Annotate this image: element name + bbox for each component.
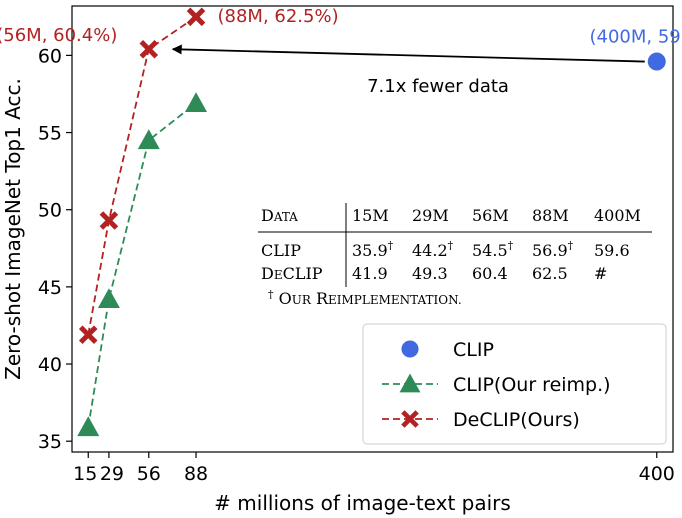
table-header-cell: 88M [532, 206, 569, 225]
series-layer [77, 7, 666, 437]
table-cell: 56.9† [532, 239, 574, 260]
x-tick-label: 56 [137, 463, 161, 485]
legend-marker [399, 373, 421, 393]
table-cell: 35.9† [352, 239, 394, 260]
table-cell: 41.9 [352, 264, 388, 283]
table-row-label: CLIP [261, 241, 301, 260]
series-line [87, 16, 197, 335]
series-2 [78, 7, 206, 344]
point-annotation: (400M, 59.6%) [589, 27, 682, 48]
data-point [77, 416, 100, 437]
legend-marker [401, 410, 419, 428]
data-point [78, 325, 98, 344]
data-point [185, 92, 208, 113]
x-axis: 15 29 56 88 400 [73, 452, 675, 485]
x-axis-label: # millions of image-text pairs [214, 491, 511, 515]
data-point [97, 288, 120, 309]
table-cell: 60.4 [472, 264, 508, 283]
legend-label: DeCLIP(Ours) [453, 409, 580, 431]
annotation-text: 7.1x fewer data [367, 76, 509, 97]
legend: CLIP CLIP(Our reimp.) DeCLIP(Ours) [362, 323, 667, 445]
data-point [647, 52, 666, 71]
data-point [99, 211, 119, 230]
legend-entry: DeCLIP(Ours) [382, 409, 580, 431]
y-tick-label: 50 [38, 200, 62, 222]
table-cell: 59.6 [594, 241, 630, 260]
table-header-cell: 56M [472, 206, 509, 225]
table-cell: 62.5 [532, 264, 568, 283]
x-tick-label: 29 [100, 463, 124, 485]
table-header-cell: 29M [412, 206, 449, 225]
legend-entry: CLIP(Our reimp.) [382, 373, 611, 396]
y-tick-label: 45 [38, 277, 62, 299]
x-tick-label: 400 [639, 463, 675, 485]
legend-label: CLIP [453, 339, 494, 361]
inset-table: DATA 15M 29M 56M 88M 400M CLIP 35.9† 44.2† 54.5† 5… [258, 203, 652, 308]
y-tick-label: 35 [38, 431, 62, 453]
y-tick-label: 40 [38, 354, 62, 376]
legend-marker [401, 340, 419, 358]
table-cell: 49.3 [412, 264, 448, 283]
data-point [137, 129, 160, 150]
legend-label: CLIP(Our reimp.) [453, 374, 611, 396]
annotations: (400M, 59.6%) (56M, 60.4%) (88M, 62.5%) 7.1… [0, 6, 682, 97]
data-point [186, 7, 206, 27]
table-row-label: DECLIP [261, 264, 323, 283]
legend-entry: CLIP [401, 339, 494, 361]
plot-frame [71, 5, 674, 453]
x-tick-label: 15 [73, 463, 97, 485]
point-annotation: (88M, 62.5%) [217, 6, 338, 27]
series-line [87, 102, 197, 428]
series-0 [647, 52, 666, 71]
series-1 [77, 92, 208, 437]
point-annotation: (56M, 60.4%) [0, 25, 117, 46]
table-header-cell: 400M [594, 206, 641, 225]
data-point [139, 39, 159, 59]
table-cell: 44.2† [412, 239, 454, 260]
legend-box [362, 323, 667, 445]
table-header-cell: 15M [352, 206, 389, 225]
table-cell: # [594, 264, 607, 283]
y-axis: 35 40 45 50 55 60 [38, 45, 72, 453]
y-axis-label: Zero-shot ImageNet Top1 Acc. [1, 78, 25, 380]
y-tick-label: 60 [38, 45, 62, 67]
x-tick-label: 88 [184, 463, 208, 485]
table-cell: 54.5† [472, 239, 514, 260]
annotation-arrow [171, 44, 645, 63]
table-header-cell: DATA [261, 206, 298, 225]
table-footnote: † OUR REIMPLEMENTATION. [268, 288, 462, 308]
y-tick-label: 55 [38, 123, 62, 145]
